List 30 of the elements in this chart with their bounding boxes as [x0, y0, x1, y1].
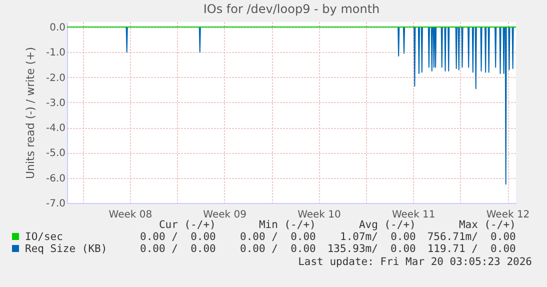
text: Last update: Fri Mar 20 03:05:23 2026 — [298, 256, 532, 268]
text: 756.71m/ 0.00 — [426, 231, 516, 243]
text: 1.07m/ 0.00 — [339, 231, 416, 243]
y-tick-label: -4.0 — [46, 123, 66, 134]
text: 0.00 / 0.00 — [239, 243, 316, 255]
y-axis-title: Units read (-) / write (+) — [24, 46, 37, 180]
legend-label: IO/sec — [24, 231, 64, 243]
text: Avg (-/+) — [358, 219, 416, 231]
text: Cur (-/+) — [158, 219, 216, 231]
y-tick-label: -1.0 — [46, 48, 66, 59]
text: 135.93m/ 0.00 — [326, 243, 416, 255]
x-tick-label: Week 11 — [392, 210, 436, 220]
y-tick-label: -2.0 — [46, 72, 66, 84]
text: 0.00 / 0.00 — [239, 231, 316, 243]
y-tick-label: -6.0 — [46, 173, 66, 184]
y-tick-label: 0.0 — [50, 22, 66, 34]
y-tick-label: -7.0 — [46, 198, 66, 210]
text: 119.71 / 0.00 — [426, 243, 516, 255]
y-tick-label: -3.0 — [46, 98, 66, 109]
x-tick-label: Week 10 — [298, 210, 341, 220]
y-tick-label: -5.0 — [46, 148, 66, 160]
text: Min (-/+) — [258, 219, 316, 231]
x-tick-label: Week 09 — [203, 210, 246, 220]
chart-title: IOs for /dev/loop9 - by month — [203, 2, 380, 16]
x-tick-label: Week 12 — [486, 210, 530, 220]
text: 0.00 / 0.00 — [140, 231, 216, 243]
x-tick-label: Week 08 — [108, 210, 152, 220]
text: Max (-/+) — [458, 219, 516, 231]
legend-label: Req Size (KB) — [24, 243, 108, 255]
text: 0.00 / 0.00 — [140, 243, 216, 255]
